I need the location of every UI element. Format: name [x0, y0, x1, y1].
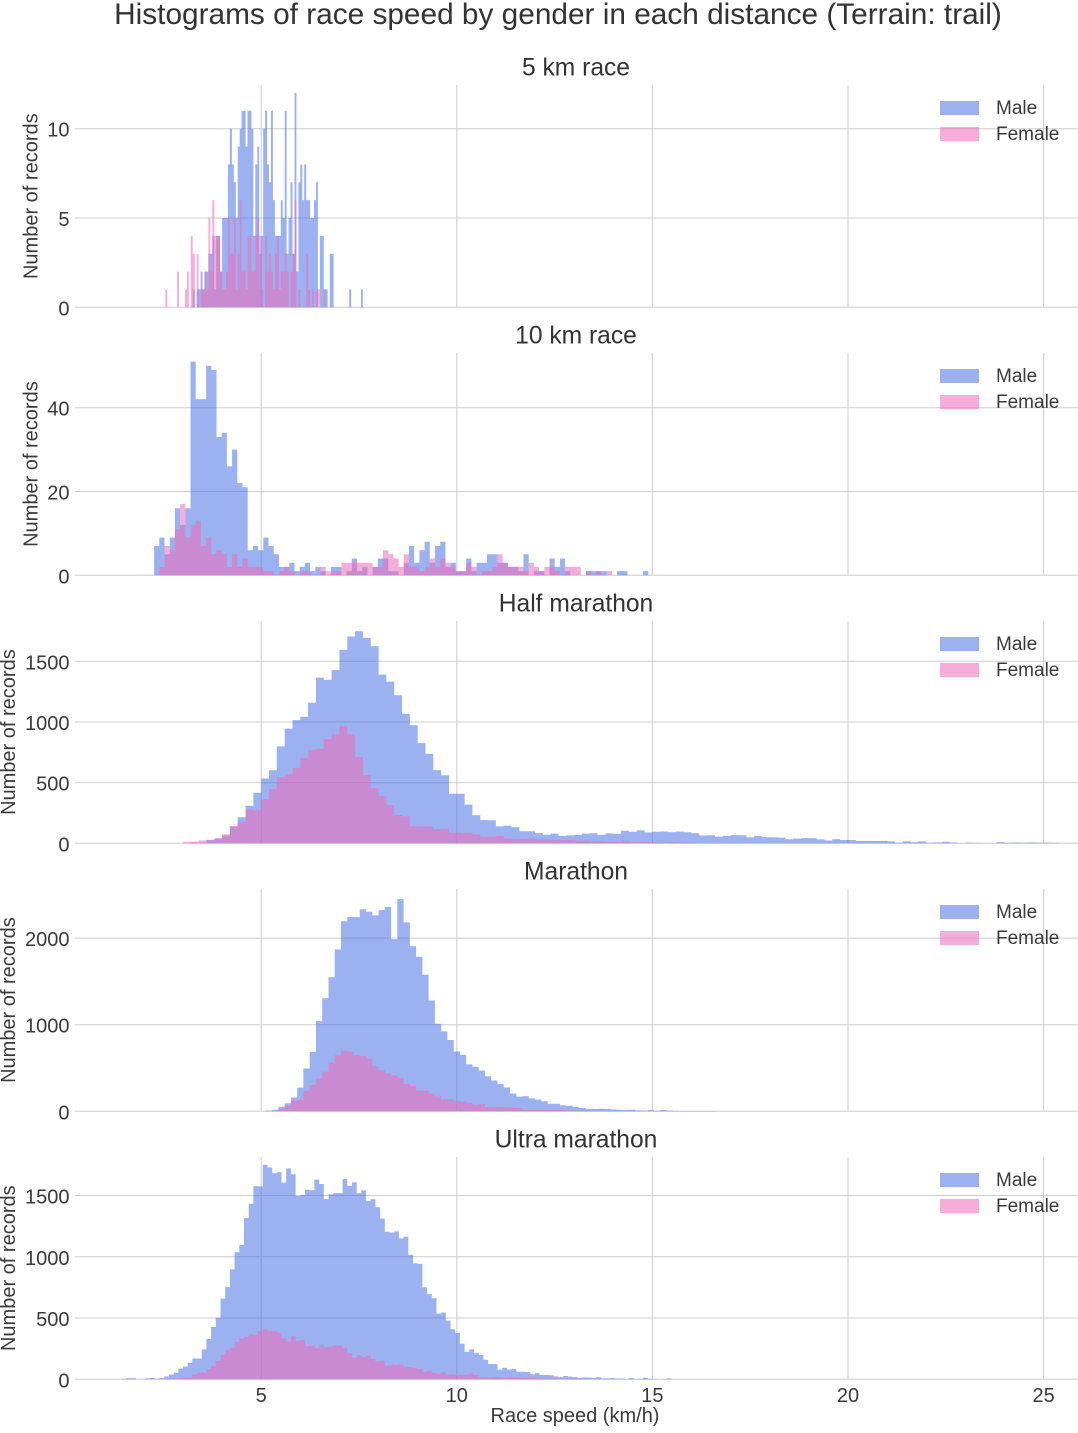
svg-text:1500: 1500	[25, 652, 70, 674]
svg-text:Male: Male	[996, 1170, 1037, 1191]
svg-text:10: 10	[47, 120, 69, 142]
svg-text:25: 25	[1032, 1385, 1054, 1407]
svg-text:Race speed (km/h): Race speed (km/h)	[491, 1405, 660, 1427]
svg-text:Male: Male	[996, 902, 1037, 923]
svg-text:40: 40	[47, 399, 69, 421]
svg-text:15: 15	[641, 1385, 663, 1407]
svg-text:5: 5	[256, 1385, 267, 1407]
svg-text:1500: 1500	[25, 1187, 70, 1209]
svg-text:1000: 1000	[25, 1248, 70, 1270]
svg-text:1000: 1000	[25, 1016, 70, 1038]
svg-text:5 km race: 5 km race	[522, 55, 630, 82]
svg-text:0: 0	[58, 1370, 69, 1392]
svg-text:0: 0	[58, 566, 69, 588]
svg-text:Male: Male	[996, 98, 1037, 119]
svg-text:Female: Female	[996, 392, 1059, 413]
svg-text:0: 0	[58, 834, 69, 856]
svg-text:Female: Female	[996, 124, 1059, 145]
svg-text:Male: Male	[996, 634, 1037, 655]
svg-text:10: 10	[446, 1385, 468, 1407]
svg-text:0: 0	[58, 1102, 69, 1124]
svg-text:Number of records: Number of records	[0, 1185, 20, 1351]
svg-text:500: 500	[36, 1309, 69, 1331]
svg-text:Marathon: Marathon	[524, 859, 628, 886]
svg-text:Histograms of race speed by ge: Histograms of race speed by gender in ea…	[114, 0, 1002, 31]
svg-text:Female: Female	[996, 660, 1059, 681]
svg-text:20: 20	[47, 483, 69, 505]
svg-text:1000: 1000	[25, 713, 70, 735]
svg-text:Half marathon: Half marathon	[499, 591, 653, 618]
svg-text:0: 0	[58, 298, 69, 320]
svg-text:2000: 2000	[25, 929, 70, 951]
svg-text:500: 500	[36, 774, 69, 796]
svg-text:Ultra marathon: Ultra marathon	[495, 1127, 658, 1154]
svg-text:Number of records: Number of records	[21, 381, 43, 547]
svg-text:10 km race: 10 km race	[515, 323, 637, 350]
svg-text:Number of records: Number of records	[0, 649, 20, 815]
svg-text:Number of records: Number of records	[21, 113, 43, 279]
svg-text:Male: Male	[996, 366, 1037, 387]
svg-text:Female: Female	[996, 1196, 1059, 1217]
svg-text:20: 20	[837, 1385, 859, 1407]
svg-text:5: 5	[58, 209, 69, 231]
svg-text:Number of records: Number of records	[0, 917, 20, 1083]
svg-text:Female: Female	[996, 928, 1059, 949]
